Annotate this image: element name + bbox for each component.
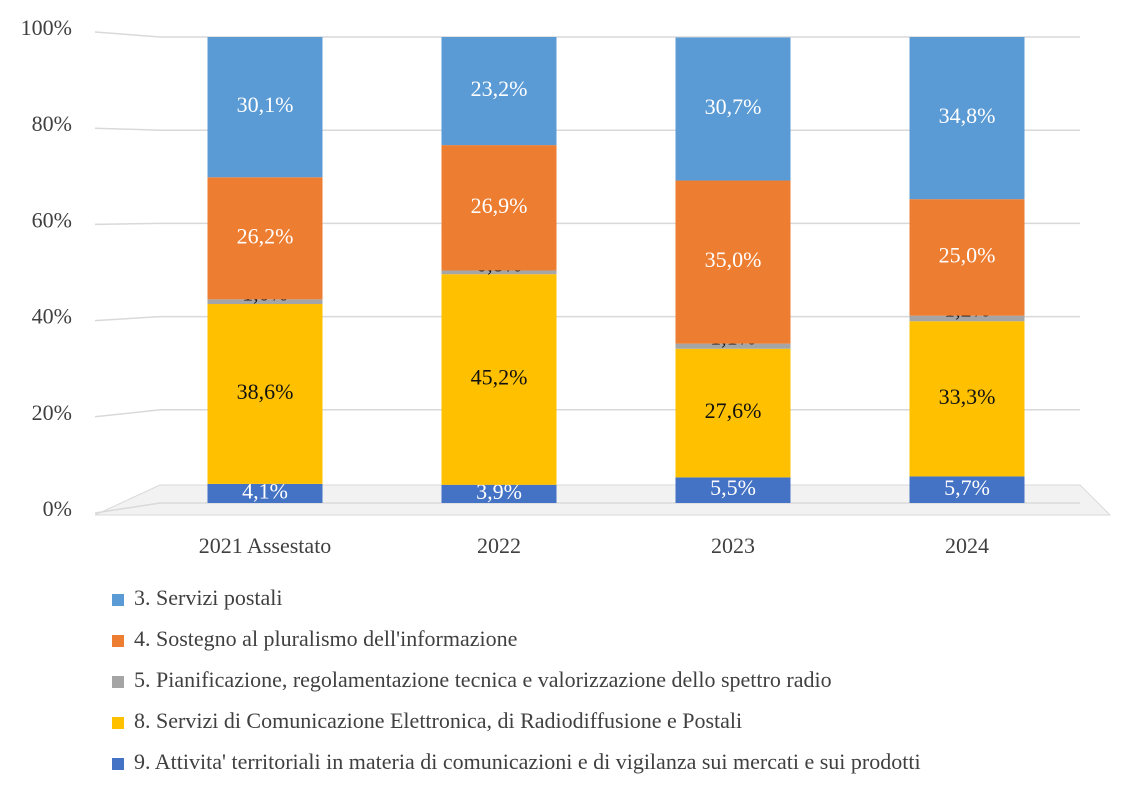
y-tick-label: 40%: [32, 304, 72, 329]
legend-swatch: [112, 717, 124, 729]
x-tick-label: 2022: [477, 533, 521, 558]
x-tick-label: 2021 Assestato: [199, 533, 332, 558]
data-label: 5,5%: [710, 475, 756, 500]
legend-label: 8. Servizi di Comunicazione Elettronica,…: [134, 708, 742, 733]
bar-segment: [675, 477, 791, 503]
bar-segment: [207, 177, 323, 300]
data-label: 5,7%: [944, 475, 990, 500]
data-label: 33,3%: [939, 384, 996, 409]
y-tick-label: 80%: [32, 111, 72, 136]
data-label: 25,0%: [939, 242, 996, 267]
bar-segment: [207, 304, 323, 484]
y-tick-label: 0%: [43, 496, 72, 521]
x-tick-label: 2024: [945, 533, 989, 558]
data-label: 26,9%: [471, 193, 528, 218]
grid-line: [94, 31, 1080, 38]
data-label: 23,2%: [471, 76, 528, 101]
bar-segment: [909, 315, 1025, 322]
legend-label: 4. Sostegno al pluralismo dell'informazi…: [134, 626, 517, 651]
bar-segment: [441, 145, 557, 271]
bar-segment: [909, 321, 1025, 477]
data-label: 26,2%: [237, 223, 294, 248]
data-label: 34,8%: [939, 103, 996, 128]
y-tick-label: 100%: [21, 15, 72, 40]
bar-segment: [207, 299, 323, 305]
bar-segment: [207, 483, 323, 503]
legend-swatch: [112, 635, 124, 647]
data-label: 45,2%: [471, 365, 528, 390]
legend-label: 5. Pianificazione, regolamentazione tecn…: [134, 667, 832, 692]
data-label: 27,6%: [705, 398, 762, 423]
legend-swatch: [112, 758, 124, 770]
bar-segment: [675, 343, 791, 349]
bar-segment: [207, 37, 323, 178]
bar-segment: [675, 37, 791, 181]
bar-segment: [675, 180, 791, 344]
bar-segment: [909, 476, 1025, 503]
x-tick-label: 2023: [711, 533, 755, 558]
bar-segment: [441, 484, 557, 503]
data-label: 30,1%: [237, 92, 294, 117]
legend-label: 3. Servizi postali: [134, 585, 282, 610]
bar-segment: [675, 348, 791, 478]
y-tick-label: 60%: [32, 207, 72, 232]
legend-swatch: [112, 676, 124, 688]
data-label: 35,0%: [705, 247, 762, 272]
bar-segment: [441, 270, 557, 275]
legend-swatch: [112, 594, 124, 606]
legend-label: 9. Attivita' territoriali in materia di …: [134, 749, 921, 774]
bar-segment: [441, 274, 557, 485]
bar-segment: [441, 37, 557, 146]
floor: [94, 484, 1112, 516]
data-label: 30,7%: [705, 94, 762, 119]
bar-segment: [909, 199, 1025, 316]
y-tick-label: 20%: [32, 400, 72, 425]
data-label: 38,6%: [237, 379, 294, 404]
bar-segment: [909, 37, 1025, 200]
